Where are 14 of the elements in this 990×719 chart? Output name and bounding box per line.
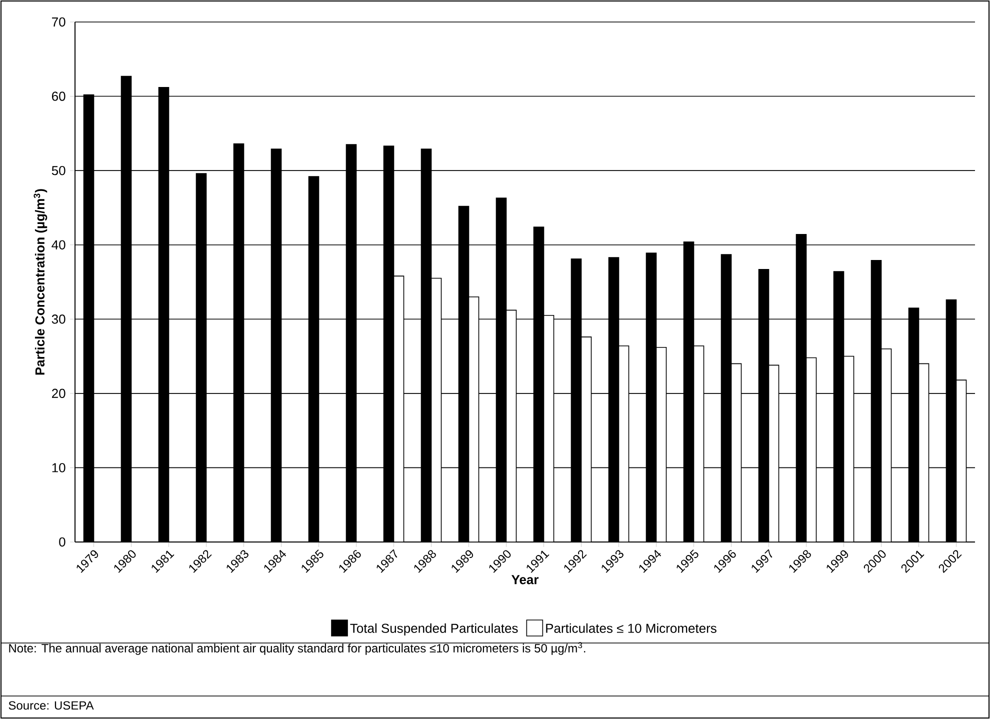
- y-tick-label: 60: [52, 92, 66, 101]
- legend-label: Particulates ≤ 10 Micrometers: [546, 623, 716, 633]
- text: Note: The annual average national ambient air quality standard for particulates ≤10 micrometers is 50 µg/m$^{3}$.: [9, 642, 586, 655]
- y-tick-label: 10: [52, 463, 66, 472]
- y-tick-label: 30: [52, 314, 66, 324]
- legend-label: Total Suspended Particulates: [350, 623, 518, 636]
- x-axis-title: Year: [511, 575, 539, 584]
- y-tick-label: 40: [52, 240, 66, 250]
- y-tick-label: 20: [52, 388, 66, 398]
- y-tick-label: 70: [52, 17, 66, 27]
- source-note: Source: USEPA: [8, 701, 94, 710]
- y-axis-title: Particle Concentration (µg/m$^{3}$): [34, 189, 48, 375]
- y-tick-label: 0: [59, 537, 66, 547]
- y-tick-label: 50: [52, 166, 66, 176]
